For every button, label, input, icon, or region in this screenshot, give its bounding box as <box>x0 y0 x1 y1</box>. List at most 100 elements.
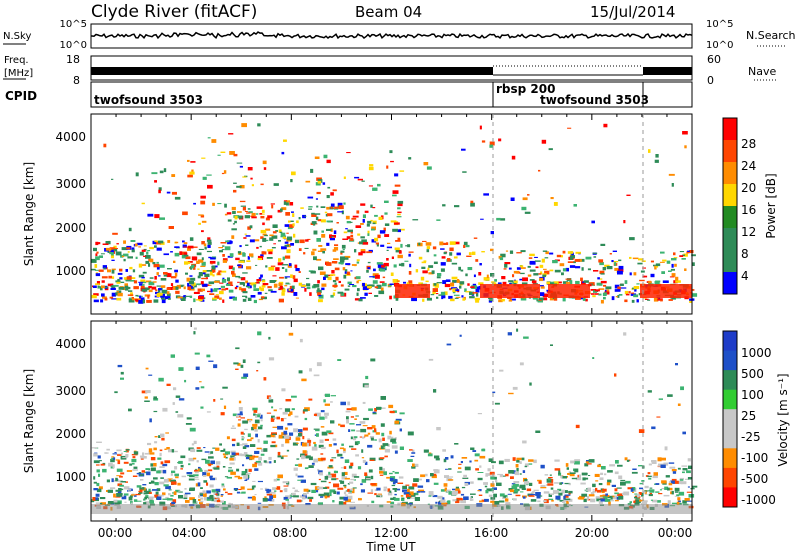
scatter-cell <box>374 428 377 433</box>
scatter-cell <box>167 240 171 243</box>
scatter-cell <box>278 258 282 262</box>
scatter-cell <box>313 284 320 288</box>
scatter-cell <box>117 454 122 456</box>
scatter-cell <box>488 494 493 497</box>
scatter-cell <box>147 250 151 252</box>
scatter-cell <box>401 497 405 501</box>
scatter-cell <box>663 462 669 466</box>
scatter-cell <box>271 406 274 409</box>
scatter-cell <box>207 290 211 293</box>
scatter-cell <box>102 468 107 473</box>
scatter-cell <box>354 418 357 420</box>
scatter-cell <box>513 481 520 484</box>
scatter-cell <box>302 427 308 431</box>
scatter-cell <box>99 502 103 505</box>
scatter-cell <box>171 501 176 504</box>
scatter-cell <box>285 439 290 444</box>
scatter-cell <box>307 496 314 500</box>
scatter-cell <box>498 282 502 285</box>
scatter-cell <box>123 493 129 496</box>
scatter-cell <box>362 459 366 463</box>
freq-band-1 <box>91 67 493 75</box>
scatter-cell <box>519 461 522 464</box>
scatter-cell <box>210 257 216 260</box>
scatter-cell <box>128 297 132 300</box>
scatter-cell <box>501 276 506 280</box>
scatter-cell <box>244 445 250 448</box>
scatter-cell <box>232 425 235 427</box>
scatter-cell <box>323 154 328 159</box>
scatter-cell <box>262 233 267 236</box>
scatter-cell <box>635 499 641 504</box>
scatter-cell <box>490 248 494 252</box>
scatter-cell <box>240 364 244 368</box>
scatter-cell <box>317 280 320 284</box>
scatter-cell <box>196 449 203 452</box>
scatter-cell <box>644 490 647 494</box>
scatter-cell <box>244 233 247 235</box>
scatter-cell <box>634 493 638 495</box>
scatter-cell <box>154 494 160 498</box>
scatter-cell <box>239 282 245 285</box>
scatter-cell <box>165 432 169 434</box>
scatter-cell <box>305 455 311 459</box>
scatter-cell <box>200 281 204 285</box>
scatter-cell <box>681 258 686 260</box>
scatter-cell <box>120 493 123 496</box>
scatter-cell <box>203 480 208 483</box>
scatter-cell <box>253 299 257 304</box>
scatter-cell <box>303 493 307 496</box>
scatter-cell <box>581 281 586 285</box>
scatter-cell <box>132 456 136 459</box>
scatter-cell <box>329 274 336 276</box>
scatter-cell <box>225 283 231 286</box>
scatter-cell <box>509 489 515 493</box>
velocity-colorbar-block <box>723 409 737 430</box>
scatter-cell <box>462 298 466 301</box>
scatter-cell <box>177 482 181 486</box>
scatter-cell <box>562 268 567 272</box>
scatter-cell <box>304 417 308 421</box>
scatter-cell <box>668 481 672 485</box>
scatter-cell <box>652 475 658 479</box>
scatter-cell <box>332 292 336 296</box>
scatter-cell <box>236 414 240 417</box>
scatter-cell <box>326 220 332 223</box>
scatter-cell <box>97 285 100 288</box>
scatter-cell <box>143 255 146 257</box>
scatter-cell <box>595 487 598 492</box>
scatter-cell <box>638 492 642 495</box>
scatter-cell <box>170 473 173 476</box>
scatter-cell <box>261 213 265 215</box>
scatter-cell <box>486 274 489 278</box>
scatter-cell <box>445 457 449 460</box>
scatter-cell <box>327 186 331 189</box>
scatter-cell <box>303 488 309 492</box>
scatter-cell <box>660 251 665 254</box>
scatter-cell <box>360 251 366 254</box>
scatter-cell <box>604 473 607 476</box>
scatter-cell <box>363 417 369 421</box>
cpid-segment-3: twofsound 3503 <box>540 93 649 107</box>
scatter-cell <box>148 492 152 494</box>
scatter-cell <box>275 230 278 232</box>
scatter-cell <box>617 295 620 298</box>
scatter-cell <box>170 251 173 253</box>
scatter-cell <box>676 494 679 497</box>
scatter-cell <box>582 297 586 301</box>
scatter-cell <box>530 499 537 502</box>
scatter-cell <box>277 451 281 456</box>
scatter-cell <box>317 250 323 252</box>
scatter-cell <box>479 465 482 468</box>
scatter-cell <box>211 497 215 502</box>
scatter-cell <box>560 255 563 258</box>
scatter-cell <box>196 260 200 264</box>
scatter-cell <box>163 274 168 277</box>
scatter-cell <box>242 176 247 178</box>
scatter-cell <box>228 265 234 270</box>
scatter-cell <box>156 470 161 474</box>
scatter-cell <box>206 270 212 272</box>
scatter-cell <box>283 201 289 205</box>
noise-right-label: N.Search <box>746 29 796 42</box>
freq-band-2 <box>643 67 692 75</box>
